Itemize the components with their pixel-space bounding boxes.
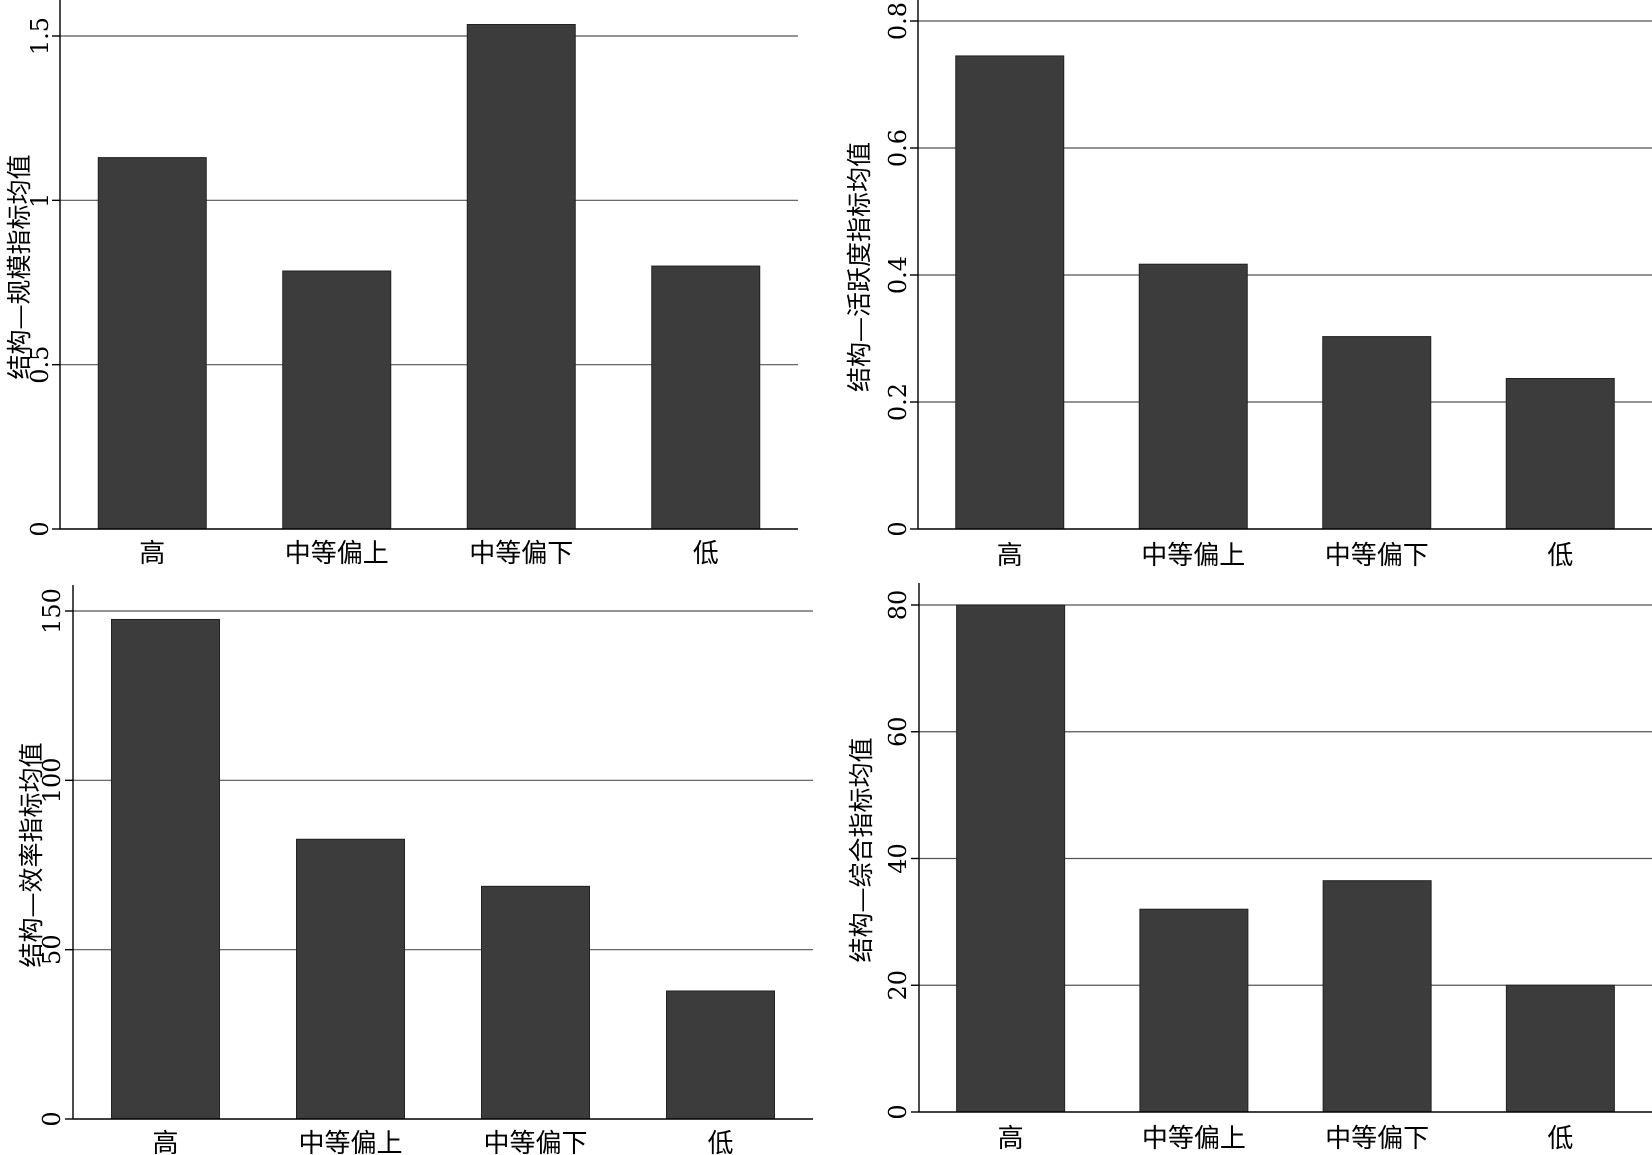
y-tick-label: 0 — [884, 1104, 912, 1119]
bar-1 — [97, 157, 207, 530]
x-tick-label: 中等偏下 — [469, 539, 573, 569]
bar-1 — [955, 55, 1065, 530]
x-tick-label: 高 — [139, 539, 165, 569]
bar-3 — [1322, 336, 1432, 530]
bar-1 — [956, 604, 1066, 1113]
bar-chart-4: 高 中等偏上 中等偏下 低 0 20 40 60 80 结构—综合指标均值 — [847, 583, 1652, 1154]
y-tick-label: 1 — [26, 193, 54, 208]
bar-4 — [666, 990, 775, 1120]
y-tick-label: 0.6 — [884, 129, 912, 167]
y-tick-label: 0.8 — [884, 2, 912, 40]
y-tick-label: 0.4 — [884, 256, 912, 294]
y-tick-label: 50 — [38, 934, 66, 965]
bar-chart-2: 高 中等偏上 中等偏下 低 0 0.2 0.4 0.6 0.8 结构—活跃度指标均值 — [845, 0, 1652, 571]
x-tick-label: 低 — [707, 1129, 733, 1155]
y-tick-label: 80 — [884, 590, 912, 621]
x-tick-label: 中等偏上 — [285, 539, 389, 569]
y-tick-label: 60 — [884, 716, 912, 747]
bar-2 — [1139, 908, 1249, 1113]
y-tick-label: 0.5 — [26, 346, 54, 384]
y-axis-title: 结构—综合指标均值 — [847, 737, 876, 962]
bar-2 — [296, 838, 405, 1120]
bar-2 — [282, 270, 392, 530]
y-axis-title: 结构—效率指标均值 — [17, 742, 46, 967]
x-tick-label: 中等偏下 — [483, 1129, 587, 1155]
bar-3 — [466, 23, 576, 530]
y-axis-title: 结构—活跃度指标均值 — [845, 142, 874, 392]
x-tick-label: 高 — [997, 541, 1023, 571]
y-axis-title: 结构—规模指标均值 — [5, 154, 34, 379]
y-tick-label: 0.2 — [884, 383, 912, 421]
x-tick-label: 高 — [998, 1124, 1024, 1154]
y-tick-label: 1.5 — [26, 17, 54, 55]
bar-4 — [1505, 984, 1615, 1113]
bar-4 — [1505, 378, 1615, 530]
y-tick-label: 0 — [38, 1111, 66, 1126]
x-tick-label: 中等偏上 — [1142, 1124, 1246, 1154]
y-tick-label: 100 — [38, 757, 66, 803]
x-tick-label: 低 — [1547, 1124, 1573, 1154]
bar-3 — [1322, 880, 1432, 1113]
x-tick-label: 高 — [152, 1129, 178, 1155]
x-tick-label: 中等偏上 — [298, 1129, 402, 1155]
bar-1 — [111, 618, 220, 1120]
bar-2 — [1138, 263, 1248, 530]
bar-3 — [481, 885, 590, 1120]
x-tick-label: 中等偏上 — [1141, 541, 1245, 571]
y-tick-label: 40 — [884, 843, 912, 874]
x-tick-label: 中等偏下 — [1325, 541, 1429, 571]
x-tick-label: 低 — [1547, 541, 1573, 571]
y-tick-label: 0 — [26, 521, 54, 536]
x-tick-label: 低 — [693, 539, 719, 569]
bar-chart-3: 高 中等偏上 中等偏下 低 0 50 100 150 结构—效率指标均值 — [17, 585, 813, 1155]
y-tick-label: 150 — [38, 588, 66, 634]
y-tick-label: 0 — [884, 521, 912, 536]
y-tick-label: 20 — [884, 970, 912, 1001]
bar-4 — [651, 265, 761, 530]
bar-chart-1: 高 中等偏上 中等偏下 低 0 0.5 1 1.5 结构—规模指标均值 — [5, 0, 798, 569]
x-tick-label: 中等偏下 — [1325, 1124, 1429, 1154]
